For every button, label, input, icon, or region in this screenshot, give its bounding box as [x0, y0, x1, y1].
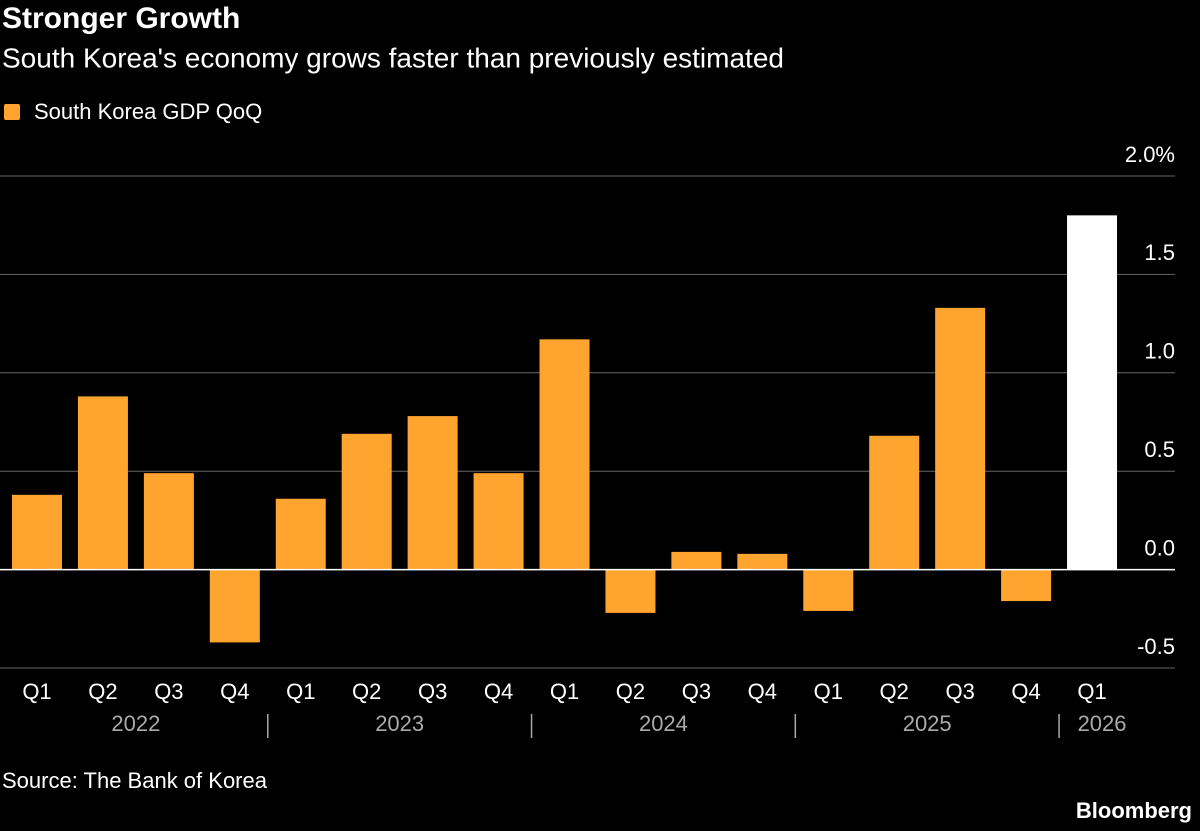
x-tick-label: Q1 [550, 679, 579, 704]
x-tick-label: Q1 [814, 679, 843, 704]
x-tick-label: Q3 [154, 679, 183, 704]
legend-label: South Korea GDP QoQ [34, 99, 262, 124]
x-tick-label: Q3 [682, 679, 711, 704]
x-tick-label: Q1 [286, 679, 315, 704]
bar [671, 551, 722, 570]
bar [605, 569, 656, 613]
brand: Bloomberg [1076, 798, 1192, 823]
x-tick-label: Q1 [22, 679, 51, 704]
x-tick-label: Q2 [616, 679, 645, 704]
x-tick-label: Q2 [352, 679, 381, 704]
bar [1067, 215, 1118, 570]
x-group-label: 2026 [1078, 711, 1127, 736]
x-tick-label: Q3 [945, 679, 974, 704]
x-tick-label: Q2 [880, 679, 909, 704]
x-tick-label: Q1 [1077, 679, 1106, 704]
bar [737, 553, 788, 570]
y-tick-label: 0.0 [1144, 535, 1175, 560]
y-tick-label: 2.0% [1125, 142, 1175, 167]
bar [803, 569, 854, 611]
source: Source: The Bank of Korea [2, 768, 268, 793]
x-tick-label: Q2 [88, 679, 117, 704]
legend-swatch [4, 104, 20, 120]
x-tick-label: Q4 [484, 679, 513, 704]
bar [143, 473, 194, 570]
x-group-label: 2025 [903, 711, 952, 736]
bar [473, 473, 524, 570]
x-tick-label: Q4 [220, 679, 249, 704]
y-tick-label: -0.5 [1137, 634, 1175, 659]
bar [275, 498, 326, 570]
y-tick-label: 0.5 [1144, 437, 1175, 462]
x-group-label: 2024 [639, 711, 688, 736]
x-group-label: 2022 [111, 711, 160, 736]
chart-subtitle: South Korea's economy grows faster than … [2, 42, 784, 73]
x-group-label: 2023 [375, 711, 424, 736]
bar [77, 396, 128, 570]
x-tick-label: Q3 [418, 679, 447, 704]
y-tick-label: 1.0 [1144, 339, 1175, 364]
bar [341, 433, 392, 570]
bar [407, 416, 458, 570]
chart-title: Stronger Growth [2, 2, 240, 35]
bar [12, 494, 62, 570]
x-tick-label: Q4 [748, 679, 777, 704]
bar [869, 435, 920, 570]
bar [209, 569, 260, 643]
bar [935, 307, 986, 570]
bar [1001, 569, 1052, 602]
bar [539, 339, 590, 570]
y-tick-label: 1.5 [1144, 240, 1175, 265]
x-tick-label: Q4 [1011, 679, 1040, 704]
